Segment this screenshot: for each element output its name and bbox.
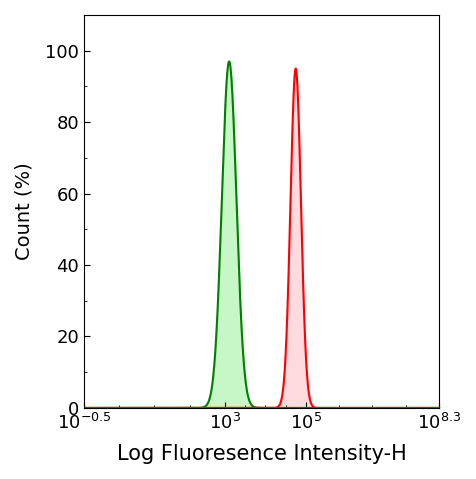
Y-axis label: Count (%): Count (%) xyxy=(15,162,34,261)
X-axis label: Log Fluoresence Intensity-H: Log Fluoresence Intensity-H xyxy=(117,444,407,464)
